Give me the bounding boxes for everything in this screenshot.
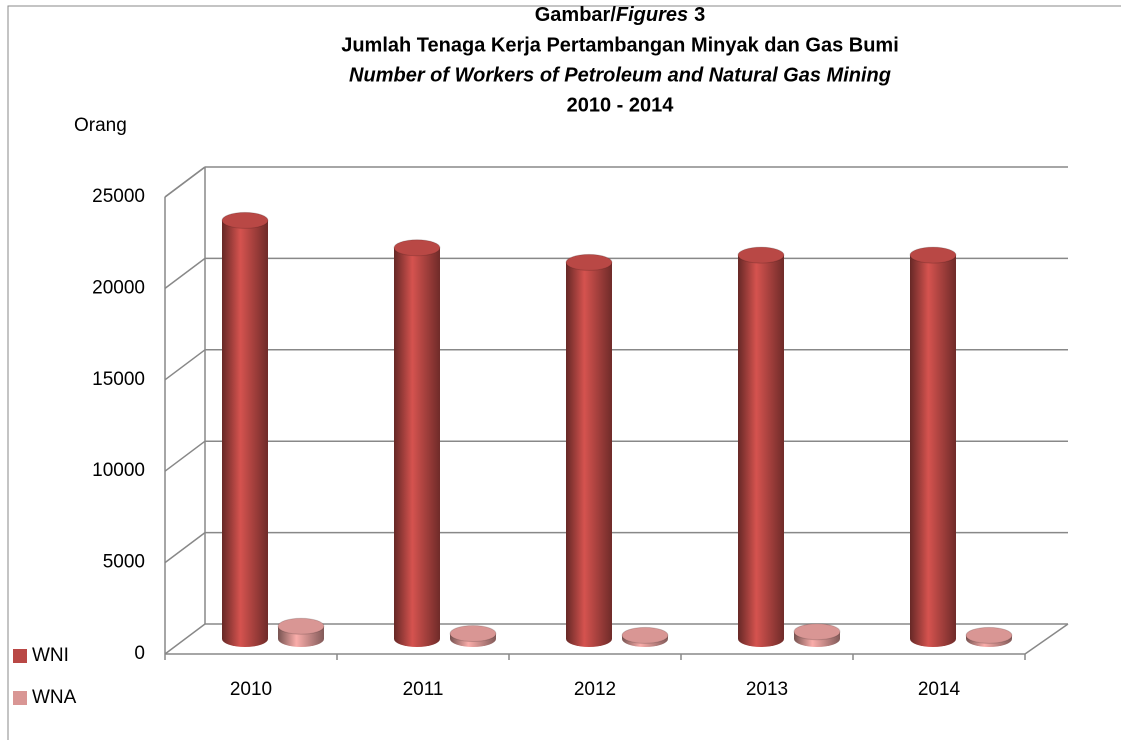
x-tick-label: 2014	[918, 679, 961, 700]
bar-top	[793, 623, 841, 641]
bar-top	[393, 239, 441, 257]
chart-frame	[7, 5, 1121, 740]
y-tick-label: 5000	[103, 552, 145, 573]
bar-top	[737, 246, 785, 264]
grid-line	[164, 440, 206, 472]
bar	[566, 262, 612, 647]
grid-line	[164, 531, 206, 564]
x-tick-label: 2013	[746, 679, 788, 700]
y-tick-label: 10000	[92, 460, 145, 481]
y-tick-label: 0	[134, 643, 145, 664]
title-part: Gambar/	[535, 4, 617, 26]
bar-top	[909, 246, 957, 264]
grid-line	[164, 257, 206, 289]
title-part: 3	[694, 4, 705, 26]
title-part: Figures	[616, 4, 688, 26]
x-tick-label: 2012	[574, 679, 616, 700]
x-tick-label: 2010	[230, 679, 272, 700]
bar-top	[965, 626, 1013, 644]
chart-subtitle: Number of Workers of Petroleum and Natur…	[349, 64, 891, 86]
chart-subtitle: Jumlah Tenaga Kerja Pertambangan Minyak …	[341, 34, 899, 56]
legend-swatch	[13, 649, 27, 663]
bar	[910, 255, 956, 647]
grid-line	[164, 349, 206, 381]
grid-line	[164, 166, 206, 198]
bar	[394, 247, 440, 648]
bar-top	[621, 626, 669, 644]
y-tick-label: 20000	[92, 277, 145, 298]
bar	[738, 255, 784, 647]
y-tick-label: 25000	[92, 186, 145, 207]
chart-title: Gambar/Figures 3	[535, 4, 706, 26]
bar-top	[221, 211, 269, 229]
legend-swatch	[13, 691, 27, 705]
bar-top	[449, 625, 497, 643]
bar-top	[565, 253, 613, 271]
y-tick-label: 15000	[92, 369, 145, 390]
legend-label: WNA	[32, 687, 77, 708]
bar-top	[277, 617, 325, 635]
grid-line	[164, 623, 206, 655]
y-axis-label: Orang	[74, 115, 127, 136]
legend-label: WNI	[32, 645, 69, 666]
bar	[222, 220, 268, 647]
chart-subtitle: 2010 - 2014	[567, 94, 675, 116]
x-tick-label: 2011	[403, 679, 444, 700]
